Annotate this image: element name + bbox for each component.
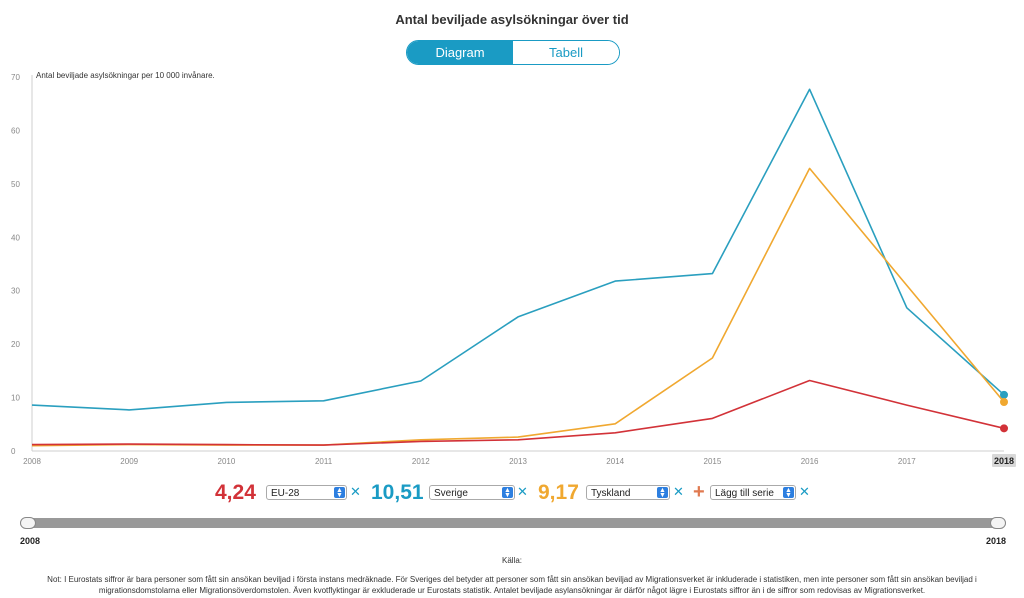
add-series-plus-icon[interactable]: + xyxy=(693,481,705,503)
remove-series-tyskland-icon[interactable]: ✕ xyxy=(673,484,684,499)
x-tick-label: 2014 xyxy=(606,457,624,466)
series-value-eu28: 4,24 xyxy=(215,481,256,504)
footnote: Not: I Eurostats siffror är bara persone… xyxy=(47,575,977,595)
series-endpoint-sverige xyxy=(1000,390,1008,399)
series-line-sverige xyxy=(31,88,1005,411)
x-tick-label: 2011 xyxy=(315,457,333,466)
x-tick-label: 2018 xyxy=(994,456,1014,466)
x-tick-label: 2009 xyxy=(120,457,138,466)
add-series-label: Lägg till serie xyxy=(715,488,774,499)
series-value-tyskland: 9,17 xyxy=(538,481,579,504)
range-start-label: 2008 xyxy=(20,536,41,546)
source-label: Källa: xyxy=(501,556,522,565)
x-tick-label: 2008 xyxy=(23,457,41,466)
x-tick-label: 2016 xyxy=(801,457,819,466)
y-tick-label: 30 xyxy=(11,287,20,296)
country-select-sverige[interactable]: Sverige ▲ ▼ xyxy=(429,485,515,500)
view-toggle: Diagram Tabell xyxy=(406,40,620,65)
y-tick-label: 10 xyxy=(11,394,20,403)
series-controls: 4,24 EU-28 ▲ ▼ ✕ 10,51 Sverige ▲ ▼ ✕ 9,17 … xyxy=(0,480,1024,506)
series-value-sverige: 10,51 xyxy=(371,481,424,504)
series-endpoint-eu-28 xyxy=(1000,424,1008,433)
y-tick-label: 20 xyxy=(11,340,20,349)
year-range-slider[interactable] xyxy=(20,517,1006,529)
table-tab[interactable]: Tabell xyxy=(513,41,619,64)
range-start-handle[interactable] xyxy=(20,517,36,529)
x-tick-label: 2015 xyxy=(704,457,722,466)
y-tick-label: 50 xyxy=(11,180,20,189)
x-tick-label: 2017 xyxy=(898,457,916,466)
series-line-tyskland xyxy=(31,167,1005,447)
range-end-label: 2018 xyxy=(986,536,1007,546)
x-tick-highlight xyxy=(992,454,1016,467)
remove-series-sverige-icon[interactable]: ✕ xyxy=(517,484,528,499)
country-select-label: Tyskland xyxy=(591,488,631,499)
select-arrows-icon: ▲ ▼ xyxy=(502,487,513,499)
series-line-eu-28 xyxy=(31,379,1005,446)
series-endpoint-tyskland xyxy=(1000,398,1008,407)
country-select-label: Sverige xyxy=(434,488,468,499)
remove-series-eu28-icon[interactable]: ✕ xyxy=(350,484,361,499)
add-series-select[interactable]: Lägg till serie ▲ ▼ xyxy=(710,485,796,500)
y-tick-label: 0 xyxy=(11,447,16,456)
select-arrows-icon: ▲ ▼ xyxy=(783,487,794,499)
country-select-tyskland[interactable]: Tyskland ▲ ▼ xyxy=(586,485,670,500)
x-tick-label: 2010 xyxy=(218,457,236,466)
select-arrows-icon: ▲ ▼ xyxy=(657,487,668,499)
select-arrows-icon: ▲ ▼ xyxy=(334,487,345,499)
x-tick-label: 2012 xyxy=(412,457,430,466)
y-tick-label: 60 xyxy=(11,126,20,135)
remove-add-series-icon[interactable]: ✕ xyxy=(799,484,810,499)
country-select-eu28[interactable]: EU-28 ▲ ▼ xyxy=(266,485,347,500)
y-axis-label: Antal beviljade asylsökningar per 10 000… xyxy=(36,71,215,80)
country-select-label: EU-28 xyxy=(271,488,300,499)
y-tick-label: 70 xyxy=(11,73,20,82)
diagram-tab[interactable]: Diagram xyxy=(407,41,513,64)
range-end-handle[interactable] xyxy=(990,517,1006,529)
y-tick-label: 40 xyxy=(11,233,20,242)
line-chart: 0 10 20 30 40 50 60 70 2008 2009 2010 2011 2012 2013 2… xyxy=(11,71,1016,467)
x-tick-label: 2013 xyxy=(509,457,527,466)
chart-title: Antal beviljade asylsökningar över tid xyxy=(395,12,629,27)
